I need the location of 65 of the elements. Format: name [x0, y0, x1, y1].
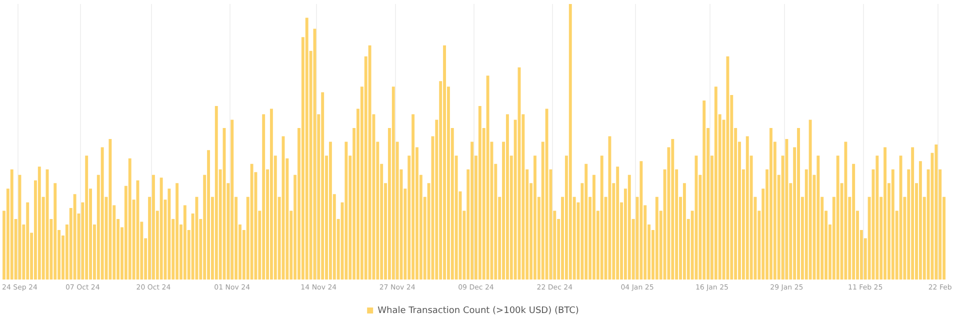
- bar: [568, 4, 572, 280]
- bar: [746, 136, 749, 280]
- bar: [584, 164, 588, 280]
- bar: [934, 144, 938, 280]
- bar: [545, 108, 548, 280]
- bar: [682, 183, 686, 280]
- bar: [152, 174, 155, 280]
- bar: [785, 139, 788, 280]
- bar: [836, 156, 840, 280]
- bar: [10, 169, 14, 280]
- bar: [85, 156, 88, 280]
- bar: [100, 147, 104, 280]
- bar: [392, 86, 395, 280]
- bar: [852, 164, 856, 280]
- bar: [628, 174, 631, 280]
- bar: [412, 114, 415, 280]
- bar: [313, 28, 316, 280]
- bar: [702, 100, 706, 280]
- bar: [808, 120, 812, 280]
- bar: [592, 174, 596, 280]
- bar: [655, 196, 658, 280]
- bar: [470, 142, 474, 280]
- bar: [214, 106, 218, 280]
- bar: [73, 194, 76, 280]
- bar: [918, 161, 922, 280]
- bar: [486, 76, 490, 280]
- bar: [250, 164, 254, 280]
- bar: [368, 45, 372, 280]
- bar: [443, 45, 446, 280]
- bar: [911, 147, 914, 280]
- bar: [176, 183, 179, 280]
- bar: [160, 178, 163, 280]
- bar: [797, 128, 800, 280]
- bar: [262, 114, 266, 280]
- bar: [108, 139, 112, 280]
- bar: [616, 166, 620, 280]
- bar: [183, 205, 186, 280]
- bar: [270, 108, 273, 280]
- bar: [321, 92, 324, 280]
- bar: [344, 142, 348, 280]
- bar: [207, 150, 210, 280]
- legend-label: Whale Transaction Count (>100k USD) (BTC): [378, 306, 579, 316]
- bar: [506, 114, 509, 280]
- bar: [478, 106, 482, 280]
- bar: [884, 147, 887, 280]
- bar: [600, 156, 604, 280]
- bar: [608, 136, 612, 280]
- bar: [714, 86, 718, 280]
- bar: [816, 156, 820, 280]
- bar: [230, 120, 234, 280]
- bar: [671, 139, 674, 280]
- bar: [640, 161, 643, 280]
- bar: [128, 158, 132, 280]
- bar: [844, 142, 848, 280]
- bar: [726, 56, 730, 280]
- bar: [328, 142, 332, 280]
- bar: [26, 202, 30, 280]
- bar: [305, 18, 308, 280]
- bar: [876, 156, 879, 280]
- bar: [54, 183, 57, 280]
- bar: [168, 188, 171, 280]
- bar: [770, 128, 772, 280]
- bar: [891, 169, 894, 280]
- bar: [38, 166, 41, 280]
- bar: [534, 156, 536, 280]
